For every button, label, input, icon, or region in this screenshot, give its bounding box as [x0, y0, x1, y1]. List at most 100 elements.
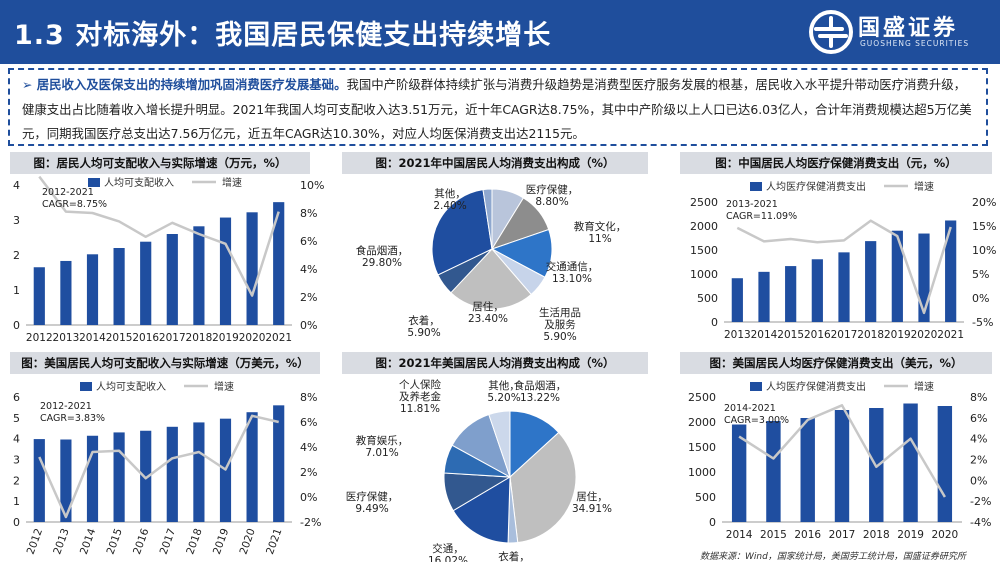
pie-slice: [450, 248, 532, 310]
pie-label-name: 衣着，: [498, 550, 530, 562]
x-tick-label: 2021: [937, 329, 964, 341]
pie-label: 食品烟酒， 13.22%: [514, 379, 567, 404]
legend-swatch-bar: [750, 182, 762, 191]
pie-label-value: 13.22%: [520, 392, 560, 404]
x-tick-label: 2012: [25, 527, 45, 556]
y-right-tick-label: 2%: [300, 466, 317, 479]
x-tick-label: 2016: [132, 332, 159, 344]
chart-title-us-medical: 图：美国居民人均医疗保健消费支出（美元，%）: [680, 352, 992, 374]
pie-label-value: 34.91%: [572, 503, 612, 515]
y-right-tick-label: -5%: [972, 316, 993, 329]
y-right-tick-label: -2%: [300, 516, 321, 529]
x-tick-label: 2021: [265, 332, 292, 344]
growth-line: [38, 175, 280, 297]
bar: [811, 259, 823, 322]
bar: [193, 226, 205, 325]
header-bar: 1.3 对标海外：我国居民保健支出持续增长 国盛证券 GUOSHENG SECU…: [0, 0, 1000, 64]
legend-label-line: 增速: [914, 180, 934, 193]
y-left-tick-label: 4: [13, 179, 20, 192]
pie-label: 医疗保健， 9.49%: [346, 490, 399, 515]
legend-swatch-bar: [88, 178, 100, 187]
y-left-tick-label: 0: [13, 319, 20, 332]
cagr-annotation: CAGR=3.83%: [40, 413, 105, 424]
pie-slice: [488, 410, 511, 478]
cagr-annotation: CAGR=11.09%: [726, 211, 797, 222]
pie-label: 食品烟酒， 29.80%: [356, 244, 409, 269]
summary-lead: 居民收入及医保支出的持续增加巩固消费医疗发展基础。: [36, 77, 347, 92]
pie-label: 其他， 2.40%: [433, 187, 466, 212]
x-tick-label: 2014: [751, 329, 778, 341]
x-tick-label: 2013: [53, 332, 80, 344]
pie-label-name: 医疗保健，: [346, 490, 399, 503]
data-source-note: 数据来源：Wind，国家统计局，美国劳工统计局，国盛证券研究所: [700, 552, 966, 562]
x-tick-label: 2015: [106, 332, 133, 344]
pie-slice: [452, 476, 511, 544]
bar: [945, 220, 957, 322]
y-left-tick-label: 2000: [688, 416, 716, 429]
bar: [758, 271, 770, 322]
y-right-tick-label: 6%: [970, 412, 987, 425]
legend-label-bar: 人均医疗保健消费支出: [766, 380, 866, 393]
pie-label: 医疗保健， 8.80%: [526, 183, 579, 208]
chart-us-income: 0 1 2 3 4 5 6 -2% 0% 2% 4% 6% 8% 2012 2013 2014 2015 2016…: [0, 375, 330, 556]
pie-label-value: 23.40%: [468, 313, 508, 325]
bar: [113, 432, 125, 522]
pie-label-name: 个人保险: [399, 378, 441, 391]
pie-label-value: 5.20%: [487, 392, 520, 404]
y-right-tick-label: 8%: [300, 391, 317, 404]
chart-title-cn-medical: 图：中国居民人均医疗保健消费支出（元，%）: [680, 152, 992, 174]
cagr-annotation: 2012-2021: [40, 401, 92, 412]
y-right-tick-label: 2%: [300, 291, 317, 304]
y-left-tick-label: 500: [697, 292, 718, 305]
y-left-tick-label: 2500: [690, 196, 718, 209]
chart-svg-us-income: 0 1 2 3 4 5 6 -2% 0% 2% 4% 6% 8% 2012 2013 2014 2015 2016…: [13, 380, 321, 556]
y-left-tick-label: 0: [709, 516, 716, 529]
chart-title-cn-income: 图：居民人均可支配收入与实际增速（万元，%）: [10, 152, 310, 174]
y-right-tick-label: 4%: [300, 441, 317, 454]
bar: [86, 435, 99, 522]
pie-label: 其他， 5.20%: [487, 379, 520, 404]
x-tick-label: 2018: [857, 329, 884, 341]
chart-title-us-consumption: 图：2021年美国居民人均消费支出构成（%）: [342, 352, 648, 374]
x-tick-label: 2017: [159, 332, 186, 344]
chart-svg-cn-medical: 0 500 1000 1500 2000 2500 -5% 0% 5% 10% 15% 20% 2013…: [690, 180, 996, 341]
pie-label-name: 食品烟酒，: [514, 379, 567, 392]
bar: [140, 241, 152, 325]
legend-swatch-bar: [750, 382, 762, 391]
pie-label-value: 5.90%: [543, 331, 576, 343]
pie-label-name: 医疗保健，: [526, 183, 579, 196]
y-right-tick-label: 0%: [972, 292, 989, 305]
chart-cn-income: 0 1 2 3 4 0% 2% 4% 6% 8% 10% 2012 2013 2014 2015 2016 20…: [0, 175, 330, 350]
bar: [273, 405, 285, 522]
chart-us-consumption: 食品烟酒，13.22% 居住，34.91% 衣着，2.34% 交通，16.02% 医疗保…: [340, 375, 660, 562]
pie-label-name: 教育娱乐，: [356, 434, 409, 447]
y-left-tick-label: 2500: [688, 391, 716, 404]
pie-label-value: 29.80%: [362, 257, 402, 269]
pie-label-name: 交通通信，: [546, 260, 599, 273]
y-left-tick-label: 1500: [690, 244, 718, 257]
y-right-tick-label: 8%: [300, 207, 317, 220]
bar: [219, 217, 232, 325]
y-left-tick-label: 2: [13, 474, 20, 487]
logo-subtitle: GUOSHENG SECURITIES: [860, 39, 970, 48]
cagr-annotation: 2013-2021: [726, 199, 778, 210]
y-left-tick-label: 0: [13, 516, 20, 529]
pie-label-value: 16.02%: [428, 555, 468, 562]
y-right-tick-label: 15%: [972, 220, 996, 233]
pie-label-value: 9.49%: [355, 503, 388, 515]
y-left-tick-label: 5: [13, 412, 20, 425]
logo-name: 国盛证券: [858, 16, 959, 41]
x-tick-label: 2018: [184, 527, 204, 556]
x-tick-label: 2019: [884, 329, 911, 341]
bar: [766, 421, 781, 522]
y-left-tick-label: 3: [13, 454, 20, 467]
pie-label: 生活用品及服务 5.90%: [539, 306, 581, 343]
pie-slice: [509, 431, 577, 544]
chart-cn-medical: 0 500 1000 1500 2000 2500 -5% 0% 5% 10% 15% 20% 2013…: [670, 175, 1000, 350]
bar: [918, 233, 930, 322]
y-right-tick-label: 4%: [970, 433, 987, 446]
x-tick-label: 2013: [51, 527, 71, 556]
pie-label-name: 教育文化，: [574, 220, 627, 233]
bar: [113, 248, 125, 325]
